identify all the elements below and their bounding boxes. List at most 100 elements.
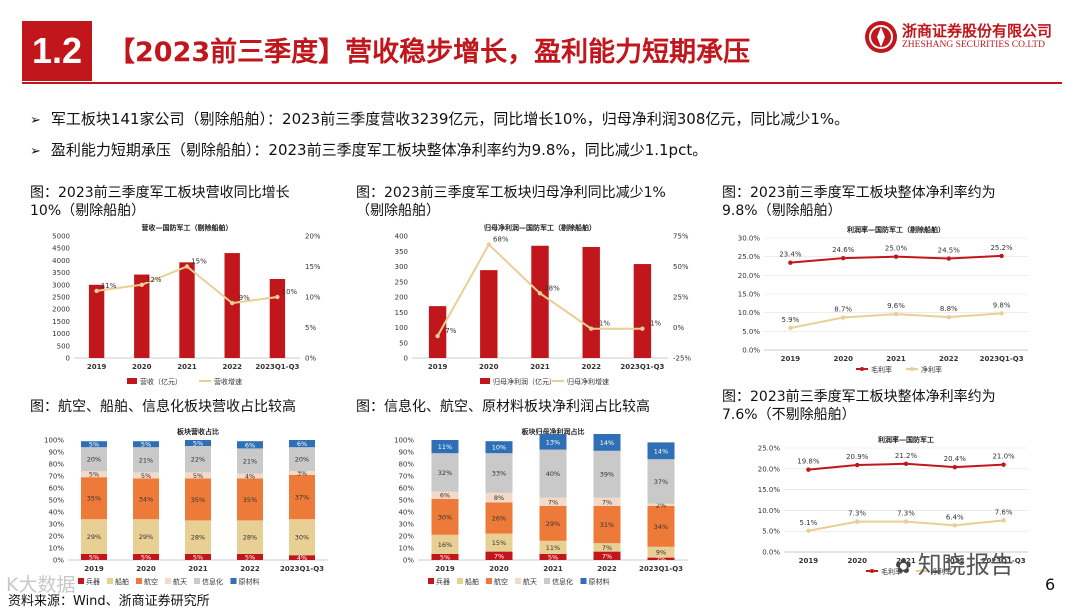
x-tick-label: 2021 <box>188 565 208 573</box>
y-tick-label: 20.0% <box>758 465 781 473</box>
legend-label: 航空 <box>144 577 158 586</box>
segment-label: 7% <box>602 552 612 560</box>
y-tick-label: 10.0% <box>738 309 761 317</box>
bar <box>179 262 195 358</box>
stacked-segment <box>647 503 675 506</box>
section-number: 1.2 <box>22 21 92 81</box>
y-tick-label: 300 <box>395 263 408 271</box>
y2-tick-label: 50% <box>673 263 689 271</box>
segment-label: 6% <box>440 492 450 500</box>
growth-data-label: 10% <box>282 288 298 296</box>
segment-label: 9% <box>656 549 666 557</box>
y2-tick-label: 15% <box>305 263 321 271</box>
legend-swatch <box>194 578 200 584</box>
series-point <box>893 254 899 259</box>
margin-chart-all: 利润率—国防军工 0.0% 5.0% 10.0% 15.0% 20.0% 25.0% 2019… <box>758 435 1028 576</box>
zheshang-seal-icon <box>865 21 897 53</box>
x-tick-label: 2022 <box>581 363 601 371</box>
stacked-segment <box>593 434 621 451</box>
segment-label: 5% <box>141 441 151 449</box>
growth-point <box>537 291 543 296</box>
caption-chart-5: 图：信息化、航空、原材料板块净利润占比较高 <box>356 398 650 416</box>
growth-data-label: -1% <box>596 320 610 328</box>
series-point <box>999 311 1004 316</box>
stacked-segment <box>593 543 621 552</box>
y-tick-label: 70% <box>48 473 64 481</box>
growth-point <box>230 300 235 306</box>
chart-title: 利润率—国防军工（剔除船舶） <box>847 225 945 234</box>
segment-label: 30% <box>295 534 309 542</box>
data-label: 7.3% <box>897 510 915 518</box>
x-tick-label: 2023Q1-Q3 <box>639 565 683 573</box>
segment-label: 5% <box>141 554 151 562</box>
bullet-arrow-icon: ➢ <box>30 113 41 128</box>
legend-label: 航空 <box>494 577 508 586</box>
caption-chart-3: 图：2023前三季度军工板块整体净利率约为 9.8%（剔除船舶） <box>722 184 996 220</box>
data-label: 25.2% <box>990 244 1013 252</box>
segment-label: 32% <box>438 469 452 477</box>
y-tick-label: 3500 <box>52 269 70 277</box>
segment-label: 16% <box>438 541 452 549</box>
segment-label: 14% <box>600 439 614 447</box>
y-tick-label: 30% <box>48 521 64 529</box>
growth-data-label: 11% <box>101 282 117 290</box>
legend-label: 航天 <box>173 577 187 586</box>
bullet-text: 盈利能力短期承压（剔除船舶）：2023前三季度军工板块整体净利率约为9.8%，同… <box>50 141 708 159</box>
chart-title: 板块营收占比 <box>177 427 219 436</box>
stacked-segment <box>431 440 459 454</box>
x-tick-label: 2023Q1-Q3 <box>980 355 1024 363</box>
stacked-segment <box>539 540 567 554</box>
segment-label: 5% <box>548 554 558 562</box>
y-tick-label: 30.0% <box>738 235 761 243</box>
stacked-segment <box>81 519 107 554</box>
x-tick-label: 2021 <box>896 557 916 565</box>
legend-label: 兵器 <box>436 577 450 586</box>
y-tick-label: 20% <box>398 533 414 541</box>
segment-label: 3% <box>297 470 307 478</box>
stacked-segment <box>237 448 263 474</box>
stacked-segment <box>593 450 621 498</box>
segment-label: 14% <box>654 447 668 455</box>
caption-line: 10%（剔除船舶） <box>30 203 146 219</box>
segment-label: 15% <box>492 539 506 547</box>
y-tick-label: 80% <box>398 461 414 469</box>
y-tick-label: 40% <box>48 509 64 517</box>
segment-label: 6% <box>297 440 307 448</box>
growth-data-label: 9% <box>239 294 250 302</box>
y2-tick-label: 0% <box>673 324 684 332</box>
x-tick-label: 2019 <box>87 363 107 371</box>
segment-label: 34% <box>139 495 153 503</box>
legend-label: 营收增速 <box>214 377 242 386</box>
data-label: 19.8% <box>797 458 820 466</box>
data-label: 23.4% <box>779 251 802 259</box>
data-label: 9.6% <box>887 302 905 310</box>
stacked-segment <box>133 478 159 520</box>
data-label: 7.6% <box>995 508 1013 516</box>
stacked-segment <box>431 453 459 492</box>
growth-data-label: 12% <box>146 276 162 284</box>
page-title: 【2023前三季度】营收稳步增长，盈利能力短期承压 <box>108 37 751 68</box>
stacked-segment <box>485 502 513 534</box>
y-tick-label: 3000 <box>52 281 70 289</box>
chart-title: 利润率—国防军工 <box>878 435 934 444</box>
segment-label: 6% <box>245 441 255 449</box>
data-label: 20.9% <box>846 453 869 461</box>
y-tick-label: 4000 <box>52 257 70 265</box>
growth-point <box>486 242 491 247</box>
legend-label: 营收（亿元） <box>140 377 182 386</box>
y-tick-label: 5000 <box>52 233 70 241</box>
legend-swatch <box>480 378 490 384</box>
segment-label: 11% <box>546 544 560 552</box>
segment-label: 5% <box>141 472 151 480</box>
growth-data-label: 15% <box>191 258 207 266</box>
y-tick-label: 100 <box>395 324 408 332</box>
segment-label: 7% <box>548 498 558 506</box>
bar <box>224 253 240 358</box>
y2-tick-label: 75% <box>673 233 689 241</box>
y-tick-label: 70% <box>398 473 414 481</box>
series-point <box>1001 518 1006 523</box>
segment-label: 5% <box>193 472 203 480</box>
y-tick-label: 0 <box>66 355 70 363</box>
legend-label: 信息化 <box>202 577 223 586</box>
series-point <box>903 461 909 467</box>
